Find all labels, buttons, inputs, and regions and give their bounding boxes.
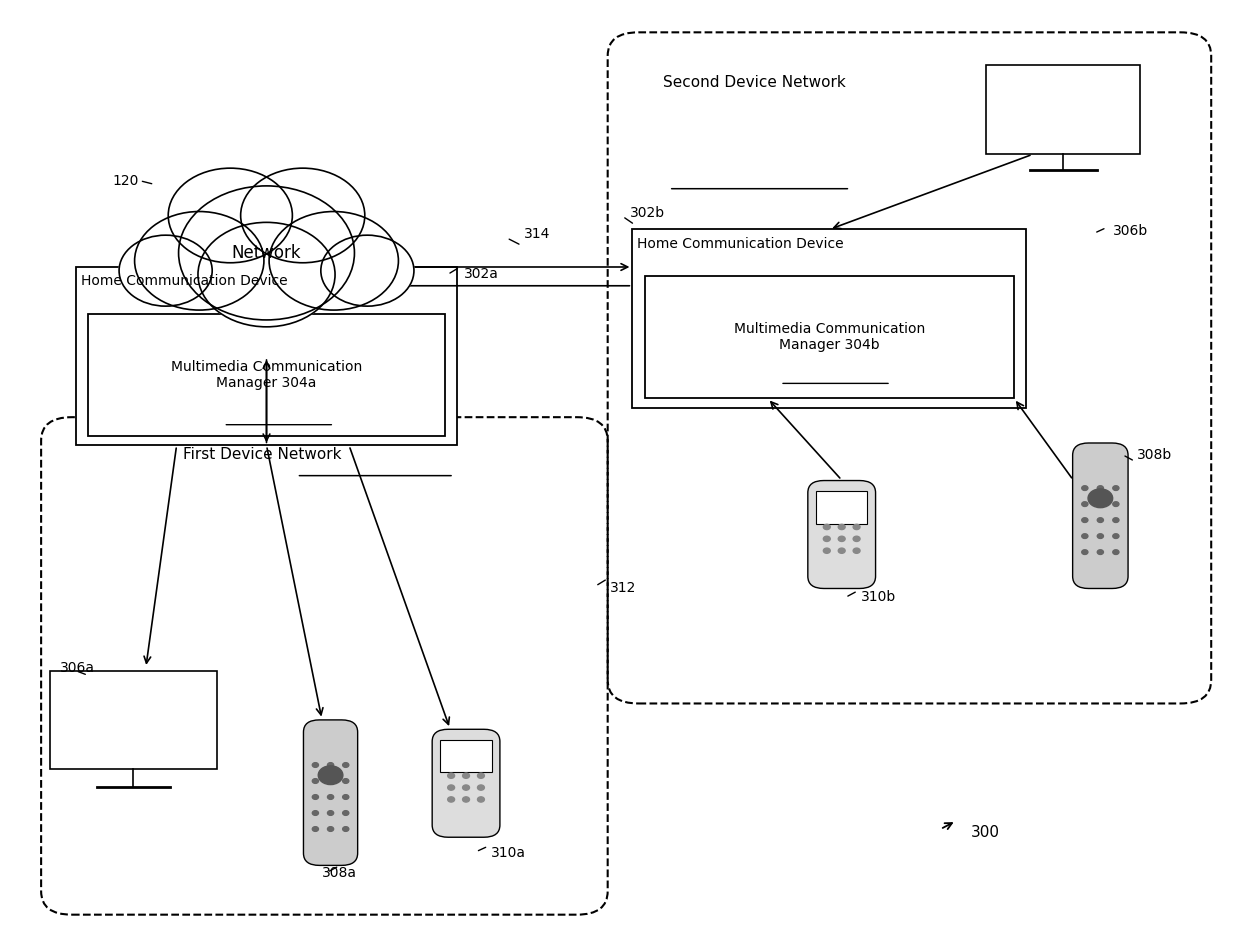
Circle shape: [463, 785, 470, 790]
Text: Multimedia Communication
Manager 304b: Multimedia Communication Manager 304b: [734, 322, 925, 352]
Circle shape: [1081, 502, 1087, 507]
Circle shape: [853, 548, 861, 553]
Circle shape: [1081, 518, 1087, 523]
Text: Home Communication Device: Home Communication Device: [637, 237, 844, 251]
Circle shape: [1112, 486, 1118, 491]
Circle shape: [477, 785, 485, 790]
Text: 306b: 306b: [1112, 224, 1148, 239]
FancyBboxPatch shape: [304, 720, 357, 866]
FancyBboxPatch shape: [88, 313, 445, 436]
Text: 308b: 308b: [1137, 448, 1173, 462]
Circle shape: [169, 169, 293, 262]
Text: Multimedia Communication
Manager 304a: Multimedia Communication Manager 304a: [171, 360, 362, 390]
FancyBboxPatch shape: [807, 480, 875, 588]
Text: 310a: 310a: [491, 846, 526, 860]
FancyBboxPatch shape: [816, 491, 868, 524]
FancyBboxPatch shape: [987, 65, 1141, 154]
Text: Network: Network: [232, 244, 301, 262]
Circle shape: [1097, 518, 1104, 523]
Circle shape: [1112, 502, 1118, 507]
Text: Second Device Network: Second Device Network: [663, 75, 846, 90]
Circle shape: [1097, 550, 1104, 554]
Text: 300: 300: [971, 825, 999, 840]
FancyBboxPatch shape: [51, 670, 217, 769]
Text: 312: 312: [610, 581, 636, 595]
Circle shape: [448, 773, 455, 778]
FancyBboxPatch shape: [76, 267, 458, 445]
Circle shape: [477, 773, 485, 778]
FancyBboxPatch shape: [632, 229, 1027, 408]
Circle shape: [327, 762, 334, 767]
Circle shape: [342, 827, 348, 831]
Text: Home Communication Device: Home Communication Device: [81, 274, 288, 288]
Circle shape: [241, 169, 365, 262]
Text: 314: 314: [525, 227, 551, 241]
Circle shape: [477, 796, 485, 802]
Text: 306a: 306a: [60, 661, 94, 675]
Circle shape: [135, 211, 264, 310]
Circle shape: [342, 811, 348, 815]
Circle shape: [838, 548, 846, 553]
FancyBboxPatch shape: [440, 741, 492, 773]
Circle shape: [853, 536, 861, 542]
Circle shape: [853, 525, 861, 529]
Circle shape: [463, 773, 470, 778]
Text: 310b: 310b: [862, 590, 897, 604]
Circle shape: [312, 827, 319, 831]
Circle shape: [319, 766, 343, 784]
Text: First Device Network: First Device Network: [182, 447, 341, 462]
Text: 302b: 302b: [630, 205, 665, 220]
Circle shape: [823, 525, 831, 529]
Circle shape: [269, 211, 398, 310]
Circle shape: [1081, 534, 1087, 539]
Circle shape: [823, 536, 831, 542]
Circle shape: [1087, 489, 1112, 508]
Circle shape: [327, 811, 334, 815]
Circle shape: [838, 525, 846, 529]
Circle shape: [119, 235, 212, 306]
Circle shape: [1112, 550, 1118, 554]
Circle shape: [1081, 550, 1087, 554]
Circle shape: [312, 811, 319, 815]
Circle shape: [312, 778, 319, 783]
Circle shape: [327, 778, 334, 783]
Circle shape: [1097, 534, 1104, 539]
Circle shape: [342, 762, 348, 767]
Circle shape: [342, 795, 348, 799]
Circle shape: [1097, 486, 1104, 491]
Circle shape: [342, 778, 348, 783]
Circle shape: [448, 785, 455, 790]
Text: 302a: 302a: [464, 266, 498, 280]
Circle shape: [179, 186, 355, 320]
Text: 120: 120: [113, 173, 139, 188]
Circle shape: [1112, 518, 1118, 523]
Circle shape: [327, 827, 334, 831]
FancyBboxPatch shape: [1073, 443, 1128, 588]
Circle shape: [1112, 534, 1118, 539]
Circle shape: [321, 235, 414, 306]
Circle shape: [312, 762, 319, 767]
Text: 308a: 308a: [322, 867, 357, 881]
Circle shape: [1097, 502, 1104, 507]
Circle shape: [312, 795, 319, 799]
Circle shape: [448, 796, 455, 802]
Circle shape: [1081, 486, 1087, 491]
Circle shape: [463, 796, 470, 802]
Circle shape: [823, 548, 831, 553]
Circle shape: [198, 223, 335, 327]
FancyBboxPatch shape: [433, 729, 500, 837]
FancyBboxPatch shape: [645, 277, 1014, 399]
Circle shape: [838, 536, 846, 542]
Circle shape: [327, 795, 334, 799]
